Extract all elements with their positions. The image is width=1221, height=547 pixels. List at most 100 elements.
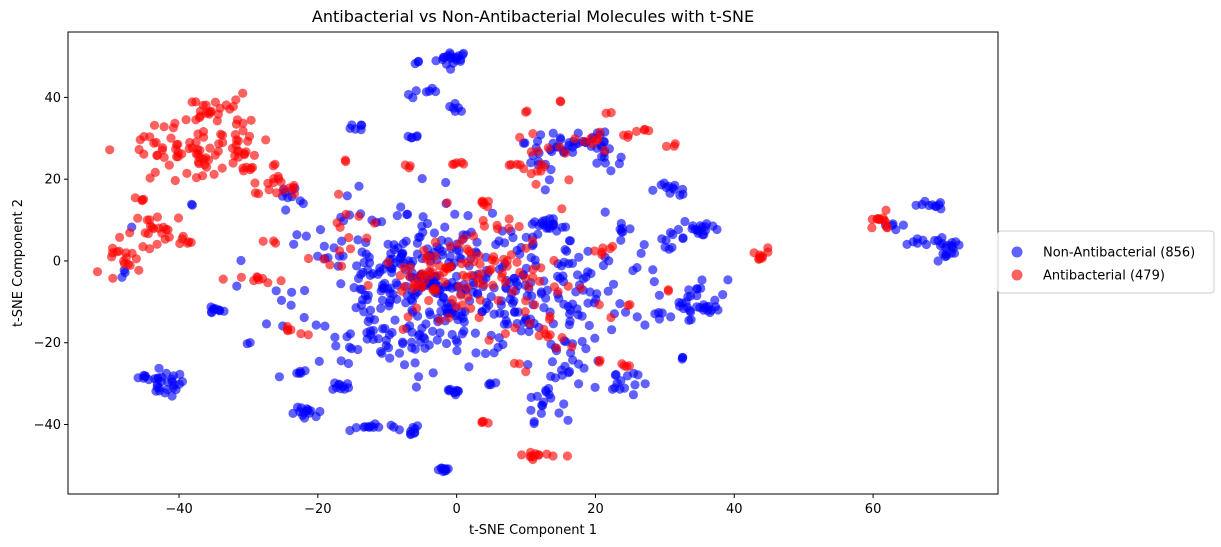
data-point	[552, 343, 562, 353]
data-point	[512, 257, 522, 267]
y-tick-label: 20	[44, 173, 61, 188]
data-point	[273, 171, 283, 181]
data-point	[631, 126, 642, 136]
data-point	[502, 261, 512, 271]
data-point	[563, 415, 573, 425]
data-point	[325, 260, 335, 270]
data-point	[754, 254, 764, 264]
data-point	[555, 133, 565, 143]
data-point	[427, 83, 437, 93]
data-point	[581, 344, 591, 354]
data-point	[134, 265, 144, 275]
data-point	[471, 348, 481, 358]
data-point	[560, 148, 570, 158]
legend-marker-antibacterial	[1011, 269, 1023, 281]
data-point	[369, 218, 380, 228]
data-point	[608, 279, 619, 289]
data-point	[497, 268, 507, 278]
data-point	[557, 204, 567, 214]
data-point	[441, 177, 451, 188]
data-point	[145, 173, 155, 183]
data-point	[610, 383, 620, 393]
data-point	[684, 315, 694, 325]
data-point	[606, 312, 616, 323]
data-point	[594, 300, 604, 310]
data-point	[462, 244, 472, 254]
data-point	[418, 212, 428, 222]
data-point	[191, 173, 202, 183]
data-point	[344, 342, 355, 352]
data-point	[583, 246, 593, 256]
data-point	[294, 368, 304, 378]
data-point	[567, 142, 578, 152]
data-point	[249, 275, 259, 286]
data-point	[936, 204, 946, 214]
data-point	[410, 358, 420, 368]
data-point	[623, 132, 633, 142]
data-point	[121, 253, 131, 263]
data-point	[401, 236, 411, 246]
data-point	[650, 309, 660, 319]
data-point	[450, 98, 460, 109]
data-point	[161, 368, 171, 378]
data-point	[517, 450, 527, 460]
data-point	[665, 228, 676, 238]
data-point	[555, 142, 565, 152]
data-point	[354, 211, 364, 221]
data-point	[130, 193, 140, 203]
data-point	[622, 362, 632, 372]
data-point	[526, 392, 536, 402]
data-point	[544, 175, 555, 185]
data-point	[696, 283, 706, 293]
data-point	[519, 164, 529, 174]
data-point	[514, 221, 524, 232]
data-point	[543, 143, 553, 153]
data-point	[440, 277, 450, 287]
data-point	[444, 386, 454, 396]
x-tick-label: 40	[726, 502, 743, 517]
data-point	[293, 402, 303, 412]
data-point	[680, 216, 690, 227]
data-point	[565, 316, 575, 326]
data-point	[423, 251, 433, 261]
data-point	[526, 147, 536, 157]
data-point	[533, 146, 543, 156]
data-point	[334, 189, 344, 199]
data-point	[314, 356, 324, 366]
data-point	[570, 134, 580, 144]
data-point	[436, 298, 447, 308]
data-point	[898, 220, 909, 230]
data-point	[522, 106, 532, 116]
data-point	[444, 313, 454, 323]
data-point	[536, 287, 546, 297]
data-point	[187, 97, 197, 107]
data-point	[250, 188, 260, 198]
data-point	[363, 316, 373, 327]
data-point	[236, 272, 246, 282]
data-point	[493, 224, 503, 234]
data-point	[424, 340, 434, 350]
data-point	[625, 300, 635, 310]
data-point	[470, 328, 480, 338]
data-point	[629, 368, 639, 378]
data-point	[473, 273, 483, 283]
data-point	[152, 212, 162, 222]
data-point	[303, 405, 313, 415]
data-point	[912, 238, 923, 248]
data-point	[698, 305, 709, 315]
data-point	[320, 321, 330, 331]
data-point	[678, 184, 688, 194]
data-point	[218, 274, 228, 284]
data-point	[392, 294, 402, 304]
data-point	[353, 235, 363, 245]
data-point	[493, 295, 503, 305]
data-point	[140, 228, 150, 238]
data-point	[504, 160, 514, 170]
data-point	[486, 264, 496, 274]
data-point	[616, 235, 626, 245]
data-point	[619, 383, 630, 393]
data-point	[710, 295, 720, 305]
data-point	[399, 263, 409, 273]
data-point	[468, 231, 479, 241]
data-point	[457, 300, 468, 310]
